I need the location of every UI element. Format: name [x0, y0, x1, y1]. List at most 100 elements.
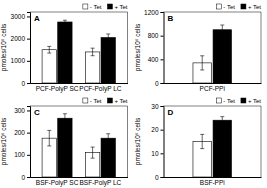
x-tick: BSF-PPi	[200, 177, 225, 186]
x-tick: PCF-PolyP SC	[36, 83, 79, 93]
legend-label: + Tet	[248, 4, 261, 10]
panel-label: D	[168, 108, 174, 117]
y-tick-mark	[161, 59, 164, 60]
legend-label: + Tet	[114, 98, 127, 104]
y-tick: 800	[148, 32, 164, 39]
legend-label: - Tet	[90, 98, 102, 104]
figure: 0100020003000PCF-PolyP SCPCF-PolyP LCpmo…	[0, 0, 267, 188]
legend-item: + Tet	[241, 98, 261, 104]
y-tick-mark	[161, 83, 164, 84]
frame	[261, 12, 262, 83]
x-axis: BSF-PPi	[164, 177, 262, 186]
y-tick: 10	[151, 150, 163, 157]
plot-area	[193, 25, 232, 83]
x-axis: PCF-PolyP SCPCF-PolyP LC	[31, 83, 129, 93]
y-tick-mark	[27, 110, 30, 111]
y-tick-label: 30	[151, 103, 159, 110]
bar	[213, 30, 231, 83]
legend: - Tet + Tet	[83, 4, 128, 10]
error-bar	[220, 25, 224, 34]
y-tick-mark	[27, 177, 30, 178]
y-tick-mark	[161, 12, 164, 13]
y-tick-label: 1200	[144, 9, 159, 16]
y-tick: 300	[14, 107, 30, 114]
panel: 0 1000 2000 3000 PCF-PolyP SCPCF-PolyP LC pmo…	[0, 4, 128, 93]
error-bar	[200, 134, 204, 148]
panel-label: B	[168, 14, 174, 23]
y-axis-line	[27, 107, 31, 178]
y-axis: 04008001200	[144, 9, 164, 87]
y-tick: 3000	[11, 13, 30, 20]
y-axis-title: pmoles/10⁶ cells	[134, 23, 142, 71]
y-tick: 0	[21, 174, 30, 181]
y-tick-label: 3000	[11, 13, 26, 20]
y-axis: 0 10 20 30	[151, 103, 164, 181]
error-bar	[63, 20, 67, 24]
plot-area	[193, 117, 232, 177]
y-tick-label: 1000	[11, 57, 26, 64]
error-bar	[91, 147, 95, 158]
y-tick: 2000	[11, 35, 30, 42]
frame	[127, 12, 128, 83]
x-tick: BSF-PolyP SC	[36, 177, 79, 187]
x-tick: PCF-PolyP LC	[79, 83, 121, 93]
panel-label: C	[34, 108, 40, 117]
bar	[58, 22, 72, 83]
legend-swatch	[107, 98, 112, 103]
legend-swatch	[216, 4, 221, 9]
y-axis-line	[161, 13, 165, 84]
legend-label: - Tet	[223, 4, 235, 10]
y-tick-label: 0	[155, 174, 159, 181]
legend: - Tet + Tet	[216, 4, 261, 10]
error-bar	[106, 134, 110, 143]
y-tick-label: 0	[21, 174, 25, 181]
frame	[261, 106, 262, 177]
bar	[101, 138, 115, 177]
x-tick-label: PCF-PolyP SC	[36, 85, 79, 93]
panel-label: A	[34, 14, 40, 23]
legend-item: - Tet	[216, 98, 235, 104]
error-bar	[47, 130, 51, 146]
legend: - Tet + Tet	[216, 98, 261, 104]
bar	[85, 52, 99, 83]
y-tick-label: 300	[14, 107, 25, 114]
x-axis: BSF-PolyP SCBSF-PolyP LC	[31, 177, 129, 187]
bar	[58, 118, 72, 177]
y-tick: 30	[151, 103, 163, 110]
error-bar	[63, 114, 67, 123]
x-tick-label: BSF-PolyP LC	[80, 179, 122, 187]
y-tick-label: 200	[14, 129, 25, 136]
x-tick: BSF-PolyP LC	[80, 177, 122, 187]
y-tick-label: 800	[148, 32, 159, 39]
panel: 0100200300BSF-PolyP SCBSF-PolyP LCpmoles…	[0, 98, 128, 187]
legend-item: - Tet	[83, 4, 102, 10]
error-bar	[106, 34, 110, 41]
frame	[164, 12, 262, 13]
frame	[30, 12, 128, 13]
y-axis: 0 1000 2000 3000	[11, 13, 31, 87]
y-tick: 20	[151, 126, 163, 133]
legend-label: - Tet	[223, 98, 235, 104]
y-tick-label: 100	[14, 151, 25, 158]
legend-item: - Tet	[83, 98, 102, 104]
y-tick-mark	[27, 83, 30, 84]
frame	[164, 106, 262, 107]
y-axis-title: pmoles/10⁶ cells	[134, 117, 142, 165]
legend-swatch	[107, 4, 112, 9]
legend-swatch	[241, 98, 246, 103]
frame	[30, 106, 128, 107]
legend: - Tet + Tet	[83, 98, 128, 104]
y-tick: 0	[21, 80, 30, 87]
x-tick-label: PCF-PolyP LC	[79, 85, 121, 93]
error-bar	[200, 56, 204, 70]
legend-item: + Tet	[241, 4, 261, 10]
y-tick-mark	[27, 16, 30, 17]
y-tick: 100	[14, 151, 30, 158]
y-axis-title: pmoles/10⁶ cells	[0, 23, 8, 71]
error-bar	[47, 46, 51, 53]
error-bar	[220, 117, 224, 124]
y-axis-line	[161, 107, 165, 178]
legend-item: + Tet	[107, 4, 127, 10]
y-tick-label: 0	[21, 80, 25, 87]
legend-swatch	[83, 98, 88, 103]
